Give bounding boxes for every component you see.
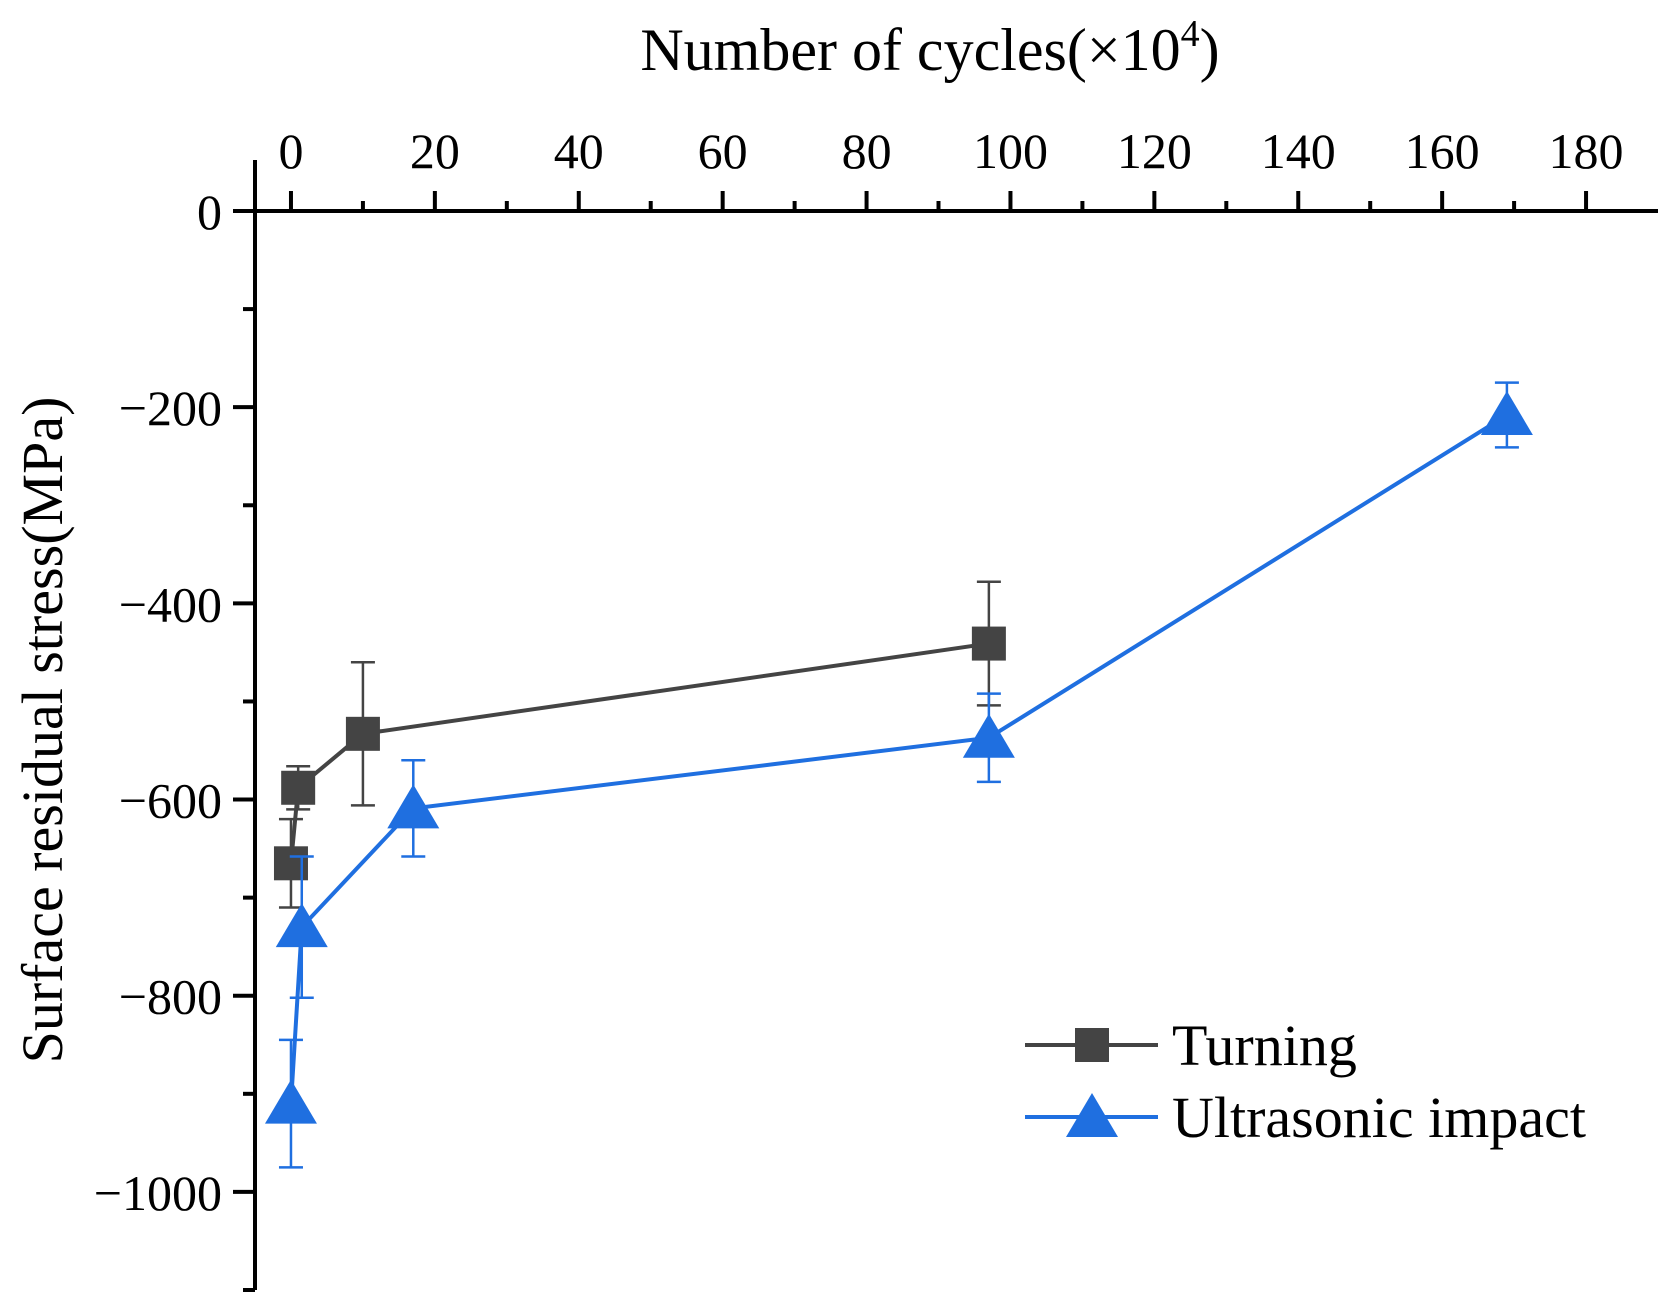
x-tick-label: 60 <box>698 123 748 179</box>
legend-marker-square <box>1075 1028 1109 1062</box>
y-tick-label: −600 <box>119 773 222 829</box>
data-point-triangle <box>962 713 1015 758</box>
y-tick-label: −800 <box>119 969 222 1025</box>
x-tick-label: 120 <box>1117 123 1192 179</box>
y-tick-label: −1000 <box>94 1165 222 1221</box>
x-tick-label: 180 <box>1549 123 1624 179</box>
y-tick-label: 0 <box>197 184 222 240</box>
series-line <box>288 641 990 864</box>
x-axis-label-close: ) <box>1200 17 1220 83</box>
data-point-triangle <box>264 1079 317 1124</box>
x-tick-label: 100 <box>973 123 1048 179</box>
series-layer <box>264 381 1533 1169</box>
x-axis-label-superscript: 4 <box>1181 13 1200 55</box>
x-tick-label: 160 <box>1405 123 1480 179</box>
legend-label: Turning <box>1172 1013 1357 1078</box>
legend-label: Ultrasonic impact <box>1172 1085 1586 1150</box>
x-tick-label: 40 <box>554 123 604 179</box>
x-tick-label: 140 <box>1261 123 1336 179</box>
series-line <box>288 413 1508 1104</box>
data-point-triangle <box>387 784 440 829</box>
data-point-square <box>345 716 380 751</box>
legend-item-ultrasonic-impact: Ultrasonic impact <box>1025 1085 1586 1150</box>
data-point-square <box>281 770 316 805</box>
y-tick-label: −400 <box>119 576 222 632</box>
y-tick-label: −200 <box>119 380 222 436</box>
axes: 0 20 40 60 80 100 120 140 160 180 0 −200 −400 −600 −80… <box>94 123 1658 1292</box>
y-axis-label: Surface residual stress(MPa) <box>10 397 75 1064</box>
data-point-square <box>971 626 1006 661</box>
x-tick-label: 0 <box>278 123 303 179</box>
legend-marker-triangle <box>1066 1093 1118 1137</box>
x-tick-label: 80 <box>842 123 892 179</box>
x-tick-label: 20 <box>410 123 460 179</box>
x-axis-label: Number of cycles(×104) <box>640 13 1219 83</box>
x-axis-label-main: Number of cycles(×10 <box>640 17 1180 83</box>
legend-item-turning: Turning <box>1025 1013 1357 1078</box>
series-ultrasonic-impact <box>264 381 1533 1169</box>
series-turning <box>273 580 1006 909</box>
legend: Turning Ultrasonic impact <box>1025 1013 1586 1150</box>
data-point-triangle <box>1480 391 1533 436</box>
data-point-triangle <box>275 903 328 948</box>
